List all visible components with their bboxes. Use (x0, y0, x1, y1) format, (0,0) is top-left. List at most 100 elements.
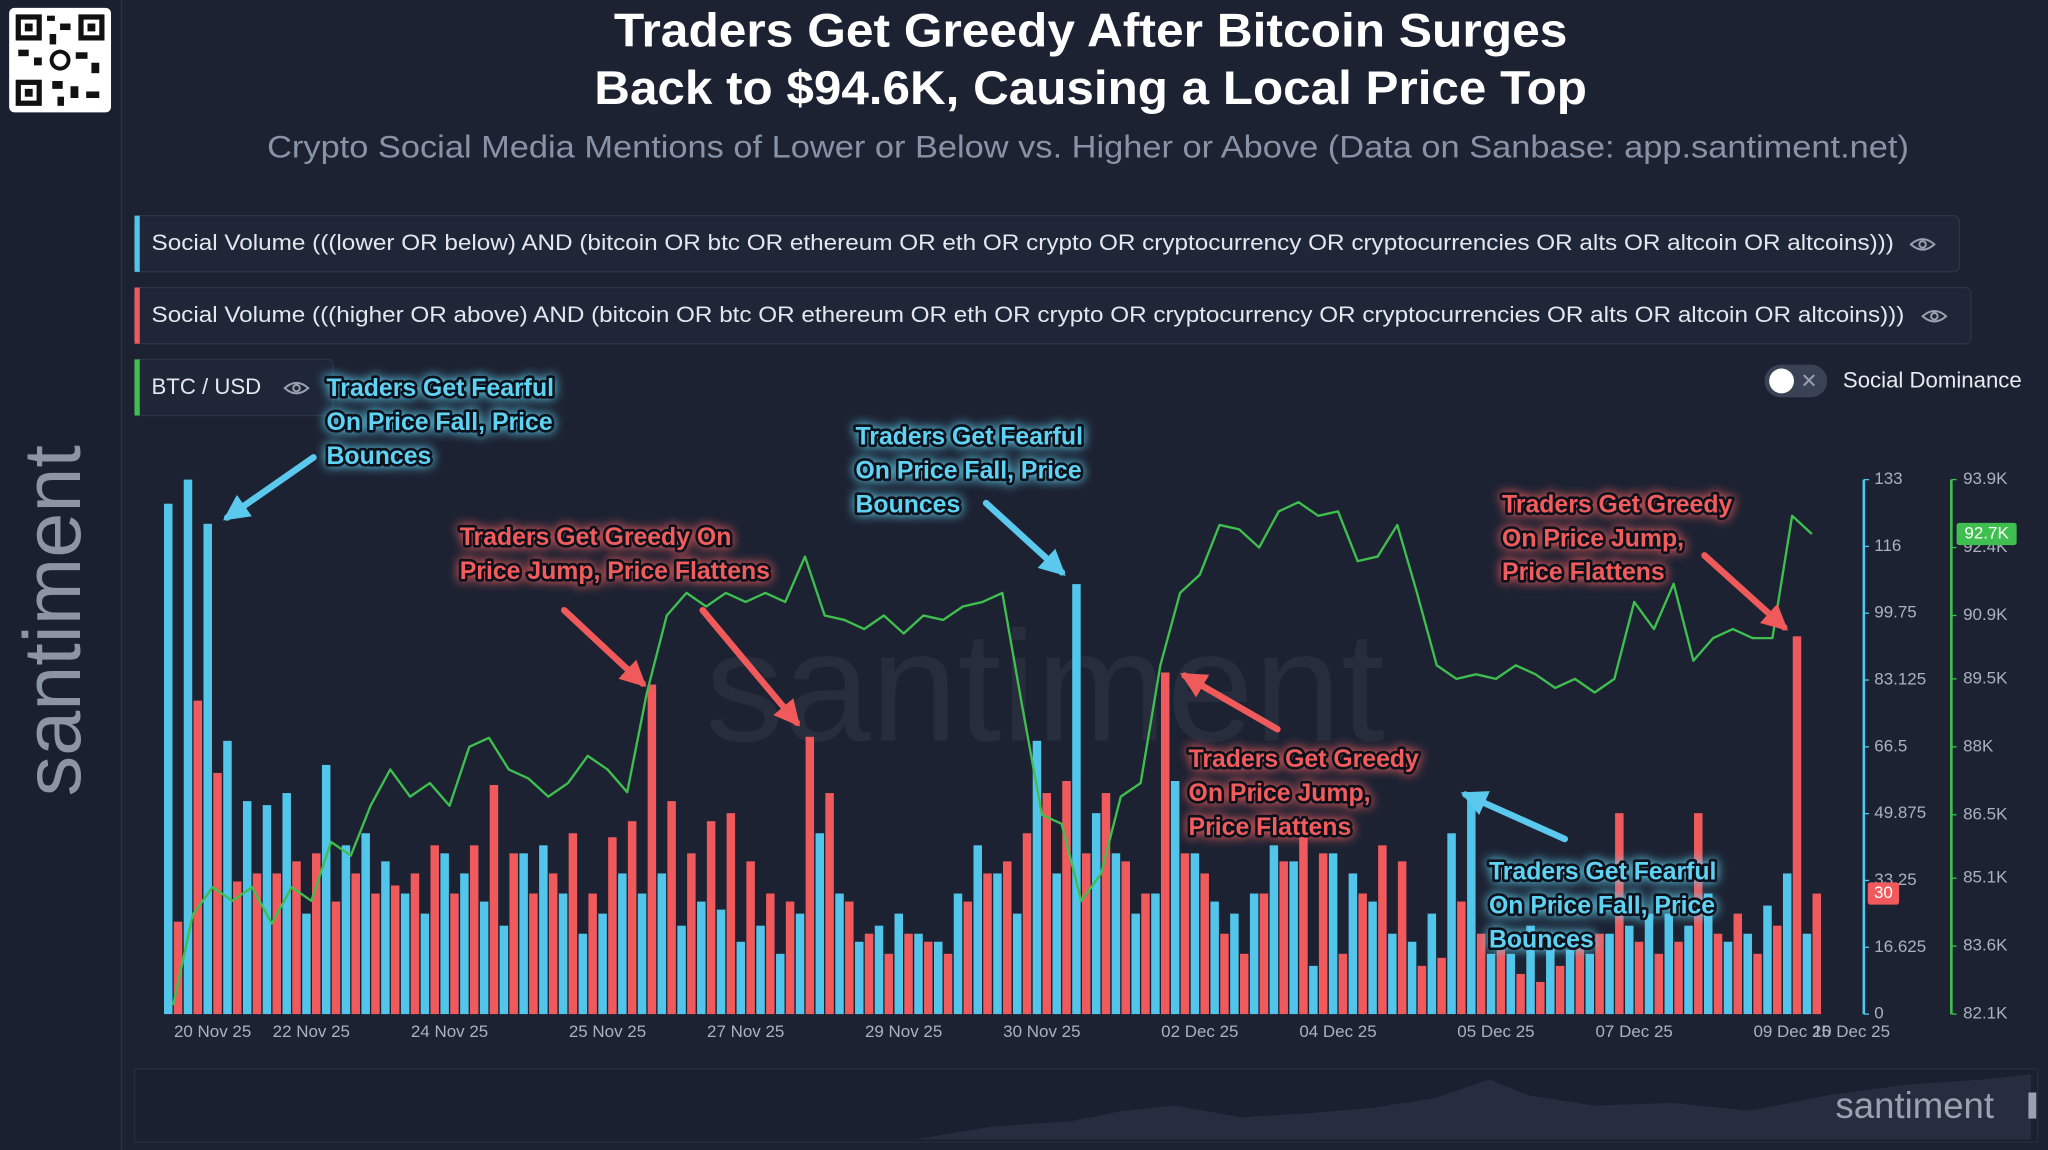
eye-icon[interactable] (1909, 238, 1936, 251)
x-tick-label: 10 Dec 25 (1813, 1022, 1890, 1041)
bar (706, 821, 716, 1015)
bar (548, 873, 558, 1015)
bar (884, 953, 894, 1015)
x-tick-label: 24 Nov 25 (411, 1022, 488, 1041)
bar (1792, 636, 1802, 1015)
bar (1358, 893, 1367, 1015)
legend-item[interactable]: BTC / USD (133, 358, 334, 417)
bar (1151, 893, 1160, 1015)
bar (1575, 933, 1585, 1015)
bar (1131, 913, 1140, 1015)
annotation: Traders Get Greedy (1189, 746, 1419, 773)
eye-icon[interactable] (1921, 310, 1948, 323)
bar (687, 853, 696, 1015)
annotation: On Price Fall, Price (327, 409, 553, 436)
bar (1555, 965, 1565, 1015)
value-badge-label: 30 (1874, 883, 1893, 902)
annotation: Bounces (856, 491, 961, 518)
bar (697, 901, 706, 1015)
bar (410, 873, 420, 1015)
bar (1753, 953, 1762, 1015)
bar (321, 764, 331, 1015)
x-tick-label: 30 Nov 25 (1003, 1022, 1080, 1041)
bar (726, 813, 736, 1015)
navigator-logo: santiment (1835, 1085, 1994, 1126)
bar (637, 893, 647, 1015)
x-tick-label: 07 Dec 25 (1596, 1022, 1673, 1041)
y-tick-label: 116 (1874, 536, 1901, 555)
bar (1427, 913, 1437, 1015)
legend-item[interactable]: Social Volume (((lower OR below) AND (bi… (133, 214, 1960, 273)
bar (1812, 893, 1822, 1015)
subtitle: Crypto Social Media Mentions of Lower or… (267, 129, 1909, 164)
bar (489, 785, 499, 1015)
bar (1062, 781, 1071, 1015)
bar (519, 853, 528, 1015)
value-badge (1956, 522, 2017, 546)
y2-tick-label: 85.1K (1963, 868, 2008, 887)
bar (1368, 901, 1377, 1015)
annotation: Traders Get Fearful (327, 375, 554, 402)
bar (499, 925, 509, 1015)
toggle[interactable] (1764, 364, 1828, 398)
annotation: Price Jump, Price Flattens (460, 558, 770, 585)
bar (766, 893, 775, 1015)
annotation: Price Flattens (1502, 559, 1665, 586)
annotation: Traders Get Greedy (1502, 491, 1732, 518)
bar (1111, 853, 1121, 1015)
bar (1585, 953, 1595, 1015)
y2-tick-label: 86.5K (1963, 804, 2008, 823)
y2-tick-label: 88K (1963, 736, 1994, 755)
bar (1546, 941, 1555, 1015)
bar (1625, 925, 1634, 1015)
legend-label: Social Volume (((lower OR below) AND (bi… (152, 230, 1894, 255)
y-tick-label: 16.625 (1874, 937, 1926, 956)
bar (598, 913, 607, 1015)
side-logo: santiment (8, 445, 98, 796)
bar (864, 933, 874, 1015)
bar (223, 740, 232, 1015)
x-tick-label: 25 Nov 25 (569, 1022, 646, 1041)
qr-code (9, 7, 112, 113)
bar (647, 684, 657, 1015)
bar (568, 833, 578, 1015)
bar (1022, 833, 1032, 1015)
bar (677, 925, 686, 1015)
eye-icon[interactable] (283, 381, 310, 395)
bar (983, 873, 992, 1015)
bar (1072, 584, 1081, 1015)
bar (233, 881, 242, 1015)
bar (1299, 833, 1308, 1015)
bar (1190, 853, 1200, 1015)
annotation: On Price Jump, (1502, 525, 1684, 552)
bar (756, 925, 765, 1015)
annotation: Traders Get Fearful (1489, 859, 1716, 886)
bar (1003, 861, 1012, 1015)
bar (1388, 933, 1397, 1015)
x-tick-label: 05 Dec 25 (1457, 1022, 1534, 1041)
bar (894, 913, 904, 1015)
bar (1042, 793, 1052, 1015)
bar (993, 873, 1002, 1015)
bar (193, 700, 203, 1015)
bar (1486, 953, 1496, 1015)
bar (351, 873, 360, 1015)
bar (173, 921, 183, 1015)
navigator[interactable] (133, 1068, 2039, 1143)
bar (400, 893, 410, 1015)
bar (835, 893, 844, 1015)
bar (716, 909, 726, 1015)
bar (1220, 933, 1229, 1015)
bar (1210, 901, 1219, 1015)
bar (943, 953, 953, 1015)
bar (736, 941, 746, 1015)
bar (1536, 981, 1545, 1015)
bar (1407, 941, 1417, 1015)
legend-item[interactable]: Social Volume (((higher OR above) AND (b… (133, 286, 1972, 345)
bar (242, 801, 252, 1015)
bar (1773, 925, 1782, 1015)
bar (1605, 933, 1614, 1015)
bar (450, 893, 459, 1015)
bar (361, 833, 370, 1015)
